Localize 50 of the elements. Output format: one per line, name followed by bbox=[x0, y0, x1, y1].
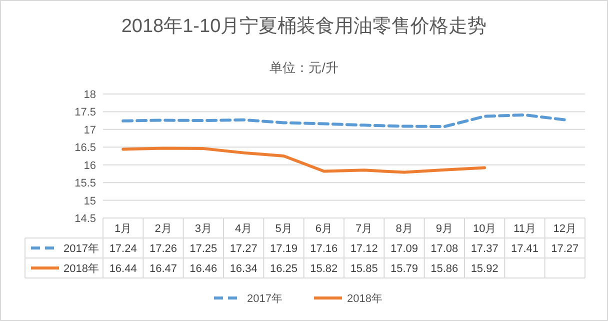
subtitle: 单位：元/升 bbox=[270, 60, 338, 75]
x-tick-label: 5月 bbox=[275, 223, 292, 235]
x-tick-label: 2月 bbox=[154, 223, 172, 235]
data-label: 17.09 bbox=[390, 243, 418, 255]
data-label: 17.08 bbox=[430, 243, 458, 255]
data-label: 16.46 bbox=[190, 263, 218, 275]
data-label: 17.24 bbox=[109, 243, 137, 255]
x-tick-label: 8月 bbox=[396, 223, 413, 235]
y-tick-label: 14.5 bbox=[74, 213, 96, 225]
data-label: 17.26 bbox=[149, 243, 178, 255]
data-label: 15.92 bbox=[470, 263, 498, 275]
text: 2018年 bbox=[347, 293, 382, 305]
data-label: 17.19 bbox=[270, 243, 298, 255]
x-tick-label: 11月 bbox=[514, 223, 536, 235]
legend-label: 2017年 bbox=[64, 243, 99, 255]
x-tick-label: 1月 bbox=[114, 223, 132, 235]
data-label: 15.85 bbox=[350, 263, 378, 275]
x-tick-label: 4月 bbox=[235, 223, 252, 235]
y-tick-label: 15 bbox=[84, 195, 96, 208]
data-label: 16.34 bbox=[230, 263, 258, 275]
x-tick-label: 9月 bbox=[436, 223, 453, 235]
data-label: 16.47 bbox=[149, 263, 178, 275]
y-tick-label: 17.5 bbox=[74, 106, 96, 119]
y-tick-label: 17 bbox=[84, 124, 96, 136]
x-tick-label: 12月 bbox=[553, 223, 577, 235]
text: 2017年 bbox=[247, 293, 282, 305]
data-label: 15.82 bbox=[310, 263, 338, 275]
y-tick-label: 16.5 bbox=[74, 142, 96, 154]
data-label: 17.16 bbox=[310, 243, 338, 255]
data-label: 16.25 bbox=[270, 263, 298, 275]
data-label: 17.25 bbox=[190, 243, 218, 255]
x-tick-label: 6月 bbox=[315, 223, 332, 235]
data-label: 17.27 bbox=[551, 243, 579, 255]
y-tick-label: 18 bbox=[84, 89, 96, 101]
x-tick-label: 7月 bbox=[356, 223, 373, 235]
data-label: 17.37 bbox=[470, 243, 498, 255]
x-tick-label: 10月 bbox=[472, 223, 496, 235]
title: 2018年1-10月宁夏桶装食用油零售价格走势 bbox=[121, 16, 487, 37]
y-tick-label: 15.5 bbox=[74, 178, 96, 190]
data-label: 17.12 bbox=[350, 243, 378, 255]
y-tick-label: 16 bbox=[84, 160, 96, 172]
data-label: 17.41 bbox=[510, 243, 539, 255]
data-label: 15.86 bbox=[430, 263, 458, 275]
x-tick-label: 3月 bbox=[194, 223, 212, 235]
line-series bbox=[122, 113, 566, 128]
line-series bbox=[122, 146, 486, 174]
data-label: 16.44 bbox=[109, 263, 137, 275]
data-label: 17.27 bbox=[230, 243, 258, 255]
legend-label: 2018年 bbox=[64, 263, 99, 275]
data-label: 15.79 bbox=[390, 263, 418, 275]
